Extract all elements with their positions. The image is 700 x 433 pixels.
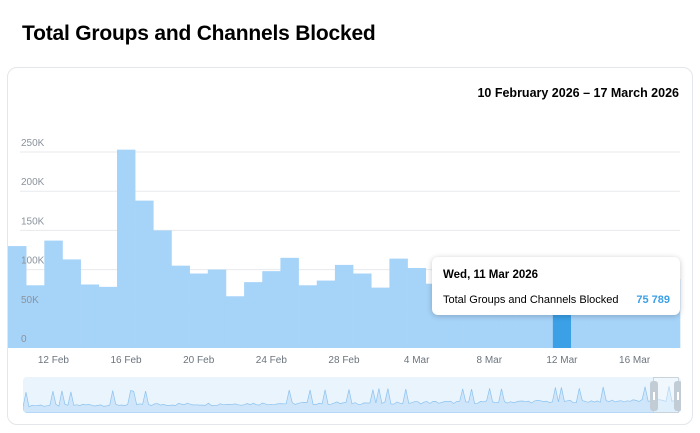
- x-tick-label: 24 Feb: [256, 355, 288, 366]
- bar[interactable]: [189, 273, 209, 348]
- bar[interactable]: [262, 271, 281, 348]
- bar[interactable]: [44, 240, 63, 348]
- x-tick-label: 16 Mar: [619, 355, 651, 366]
- x-tick-label: 12 Mar: [546, 355, 578, 366]
- navigator-selection-window[interactable]: [650, 377, 681, 413]
- x-tick-label: 12 Feb: [38, 355, 70, 366]
- y-tick-label: 100K: [21, 256, 45, 267]
- bar-series[interactable]: [8, 149, 681, 348]
- y-tick-label: 200K: [21, 177, 45, 188]
- navigator-area: [23, 386, 681, 413]
- x-tick-label: 4 Mar: [404, 355, 430, 366]
- tooltip-value: 75 789: [636, 294, 670, 306]
- bar[interactable]: [98, 286, 118, 348]
- date-range-label[interactable]: 10 February 2026 – 17 March 2026: [477, 86, 679, 100]
- grip-icon: [677, 392, 679, 400]
- bar[interactable]: [389, 258, 408, 348]
- page-title: Total Groups and Channels Blocked: [22, 22, 376, 45]
- bar[interactable]: [153, 230, 172, 348]
- x-tick-label: 8 Mar: [477, 355, 503, 366]
- bar[interactable]: [280, 257, 299, 348]
- navigator-right-handle[interactable]: [674, 381, 681, 411]
- chart-tooltip: Wed, 11 Mar 2026 Total Groups and Channe…: [432, 257, 680, 315]
- bar[interactable]: [334, 264, 354, 348]
- chart-card: 10 February 2026 – 17 March 2026 0 50K 100…: [7, 67, 693, 425]
- bar[interactable]: [371, 287, 390, 348]
- grip-icon: [653, 392, 655, 400]
- bar[interactable]: [244, 282, 263, 348]
- bar[interactable]: [135, 200, 154, 348]
- bar[interactable]: [353, 273, 372, 348]
- y-tick-label: 250K: [21, 138, 45, 149]
- navigator-mini-chart: [23, 386, 681, 413]
- y-tick-label: 0: [21, 334, 27, 345]
- bar[interactable]: [316, 280, 336, 348]
- bar[interactable]: [407, 268, 427, 348]
- y-tick-label: 150K: [21, 216, 45, 227]
- bar[interactable]: [171, 265, 190, 348]
- x-axis-labels: 12 Feb 16 Feb 20 Feb 24 Feb 28 Feb 4 Mar 8 Mar…: [38, 355, 651, 366]
- bar[interactable]: [116, 149, 136, 348]
- bar[interactable]: [8, 246, 27, 348]
- range-navigator[interactable]: [23, 377, 681, 413]
- bar[interactable]: [62, 259, 81, 348]
- y-axis-labels: 0 50K 100K 150K 200K 250K: [21, 138, 45, 345]
- bar[interactable]: [26, 285, 45, 348]
- navigator-left-handle[interactable]: [650, 381, 658, 411]
- bar-chart[interactable]: 0 50K 100K 150K 200K 250K 12 Feb 16 Feb 20 Feb 2…: [8, 68, 694, 368]
- x-tick-label: 28 Feb: [328, 355, 360, 366]
- bar[interactable]: [298, 285, 318, 348]
- x-tick-label: 20 Feb: [183, 355, 215, 366]
- bar[interactable]: [225, 296, 245, 348]
- tooltip-date: Wed, 11 Mar 2026: [443, 269, 539, 281]
- tooltip-series-name: Total Groups and Channels Blocked: [443, 294, 619, 306]
- y-tick-label: 50K: [21, 295, 39, 306]
- bar[interactable]: [207, 269, 227, 348]
- x-tick-label: 16 Feb: [110, 355, 142, 366]
- bar[interactable]: [80, 284, 100, 348]
